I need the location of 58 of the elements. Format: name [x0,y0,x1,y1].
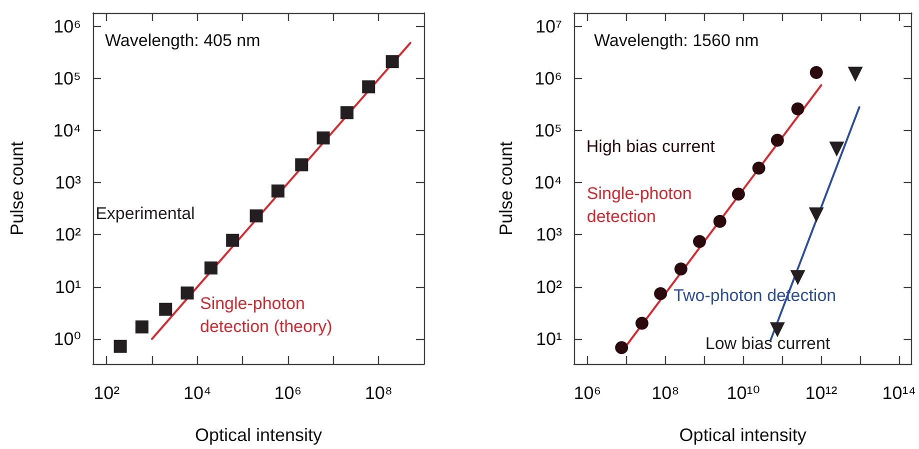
point [810,66,823,79]
point [271,184,284,198]
series-label: Low bias current [705,334,830,354]
x-tick-label: 10¹⁰ [726,383,760,403]
x-tick-label: 10¹² [805,383,838,403]
point [135,320,148,334]
y-tick-label: 10⁶ [534,68,562,88]
y-axis-title: Pulse count [7,141,27,236]
x-axis-title: Optical intensity [679,425,806,445]
y-tick-label: 10⁰ [54,328,81,349]
point [204,261,218,274]
point [250,209,263,222]
text: Wavelength: 1560 nm [594,31,759,50]
x-tick-label: 10² [94,383,120,403]
y-axis-title: Pulse count [496,141,516,236]
y-tick-label: 10³ [536,224,562,245]
x-tick-label: 10⁸ [652,383,680,403]
point [180,286,194,300]
point [713,214,726,228]
x-tick-label: 10¹⁴ [882,383,916,403]
text: High bias current [586,136,716,156]
x-axis-title: Optical intensity [194,425,322,445]
y-tick-label: 10³ [54,172,82,193]
point [693,235,706,248]
y-tick-label: 10¹ [54,276,82,297]
point [295,158,308,172]
y-tick-label: 10⁵ [534,120,562,141]
point [674,262,688,276]
y-tick-label: 10⁵ [54,68,81,88]
point [226,234,240,247]
point [615,341,628,354]
series-label: Experimental [96,204,195,223]
point [770,134,784,147]
series-label: Single-photon detection (theory) [200,294,332,336]
point [362,80,376,94]
point [114,340,127,353]
y-tick-label: 10⁴ [534,172,562,193]
point [340,106,354,120]
x-tick-label: 10⁸ [364,383,392,403]
x-tick-label: 10⁶ [574,383,602,403]
point [386,55,399,68]
y-tick-label: 10⁴ [53,120,81,141]
text: Wavelength: 405 nm [105,31,260,50]
series-label: Single-photon detection [586,184,697,226]
point [316,131,330,144]
point [791,102,804,116]
y-tick-label: 10¹ [536,328,562,349]
x-tick-label: 10⁶ [274,383,302,403]
point [732,188,745,201]
y-tick-label: 10² [536,276,562,297]
point [159,302,172,316]
point [654,287,668,300]
y-tick-label: 10⁶ [54,16,81,36]
point [635,316,648,330]
y-tick-label: 10⁷ [535,16,562,36]
x-tick-label: 10⁴ [183,383,212,403]
y-tick-label: 10² [54,224,82,245]
point [752,162,766,175]
